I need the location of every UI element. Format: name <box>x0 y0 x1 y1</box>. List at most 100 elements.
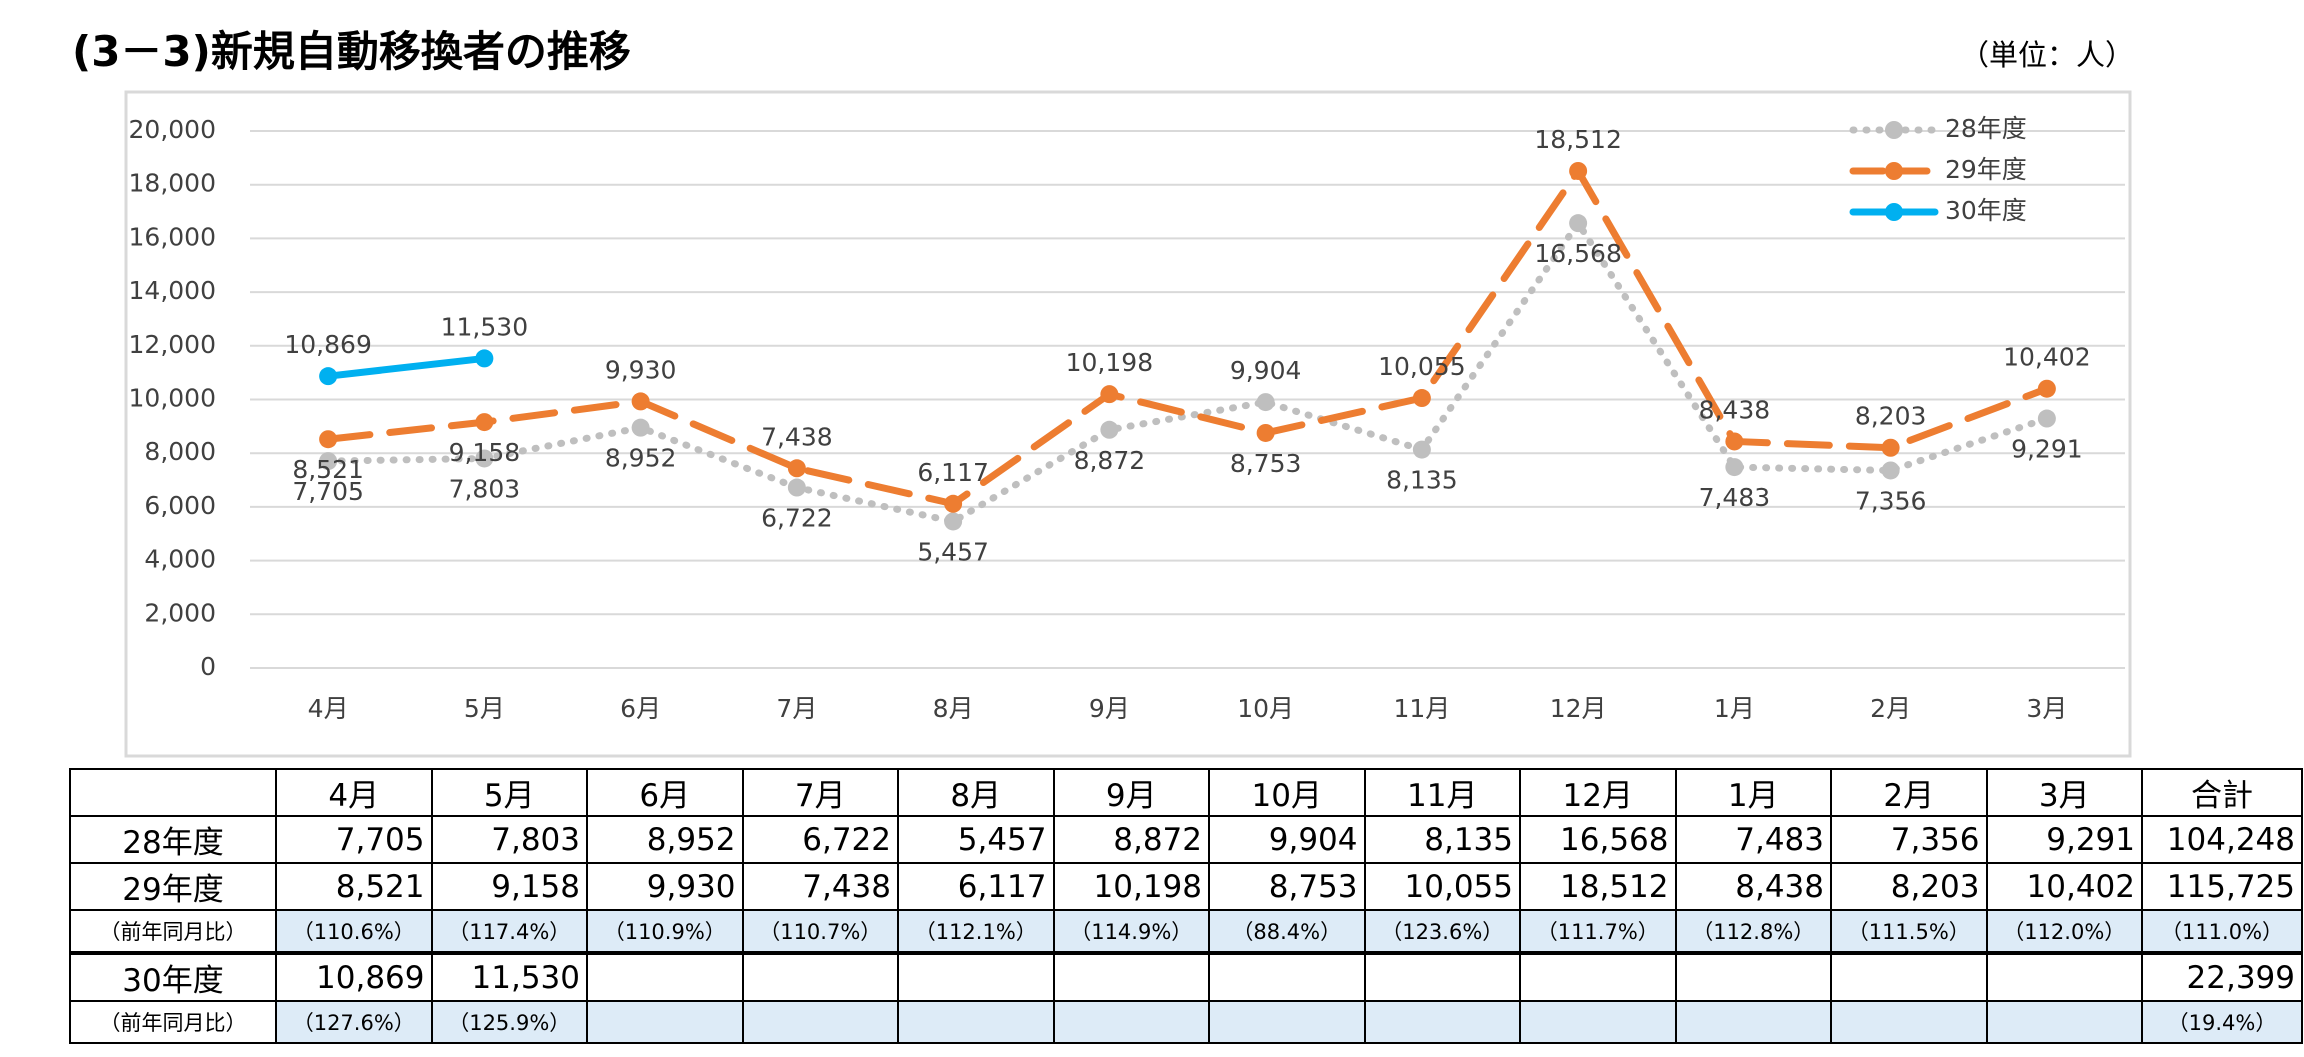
table-cell: （123.6%） <box>1363 909 1521 954</box>
row-label: （前年同月比） <box>69 1000 277 1044</box>
table-cell: （88.4%） <box>1208 909 1366 954</box>
table-cell: （112.8%） <box>1674 909 1832 954</box>
x-tick-label: 4月 <box>308 694 349 723</box>
data-label: 7,438 <box>761 422 833 451</box>
series-marker <box>1881 461 1900 480</box>
table-cell: 8,753 <box>1208 862 1366 911</box>
table-cell: 10,869 <box>275 951 433 1002</box>
y-tick-label: 2,000 <box>144 598 216 627</box>
x-tick-label: 10月 <box>1237 694 1294 723</box>
data-label: 8,521 <box>292 455 364 484</box>
table-cell: （114.9%） <box>1052 909 1210 954</box>
x-tick-label: 9月 <box>1089 694 1130 723</box>
data-label: 10,198 <box>1066 348 1153 377</box>
data-label: 8,872 <box>1074 446 1146 475</box>
table-row: 30年度 10,869 11,530 22,399 <box>69 951 2303 1002</box>
y-tick-label: 14,000 <box>129 276 216 305</box>
table-cell: 16,568 <box>1519 815 1677 864</box>
series-marker <box>475 413 494 432</box>
table-cell: 6,722 <box>741 815 899 864</box>
series-marker <box>1256 423 1275 442</box>
table-cell <box>1519 951 1677 1002</box>
series-marker <box>1725 458 1744 477</box>
table-cell: 7,438 <box>741 862 899 911</box>
table-cell: 8,521 <box>275 862 433 911</box>
table-row: （前年同月比） （110.6%） （117.4%） （110.9%） （110.7%）（… <box>69 909 2303 954</box>
table-cell: 8,438 <box>1674 862 1832 911</box>
series-marker <box>319 452 338 471</box>
table-cell: （111.0%） <box>2141 909 2303 954</box>
table-cell <box>1208 1000 1366 1044</box>
y-tick-label: 18,000 <box>129 169 216 198</box>
x-tick-label: 8月 <box>933 694 974 723</box>
table-cell <box>1674 951 1832 1002</box>
data-label: 8,753 <box>1230 449 1302 478</box>
table-row: 29年度 8,521 9,158 9,930 7,438 6,117 10,198 8,753… <box>69 862 2303 911</box>
x-tick-label: 2月 <box>1870 694 1911 723</box>
series-marker <box>1725 432 1744 451</box>
data-label: 7,356 <box>1855 486 1927 515</box>
y-tick-label: 16,000 <box>129 222 216 251</box>
series-line <box>324 219 2051 525</box>
data-label: 8,135 <box>1386 466 1458 495</box>
table-corner <box>69 768 277 817</box>
series-marker <box>1412 389 1431 408</box>
y-tick-label: 6,000 <box>144 491 216 520</box>
data-label: 16,568 <box>1534 239 1621 268</box>
table-cell: 9,291 <box>1985 815 2143 864</box>
table-cell <box>1830 1000 1988 1044</box>
table-cell <box>897 1000 1055 1044</box>
x-tick-label: 12月 <box>1550 694 1607 723</box>
y-tick-label: 0 <box>200 652 216 681</box>
table-row: 28年度 7,705 7,803 8,952 6,722 5,457 8,872 9,904 8… <box>69 815 2303 864</box>
x-tick-label: 6月 <box>620 694 661 723</box>
series-line <box>324 167 2051 508</box>
table-cell <box>1985 1000 2143 1044</box>
series-marker <box>319 430 338 449</box>
data-label: 6,117 <box>917 458 989 487</box>
series-marker <box>631 418 650 437</box>
table-cell: 115,725 <box>2141 862 2303 911</box>
legend-label: 28年度 <box>1945 114 2027 143</box>
data-label: 8,203 <box>1855 402 1927 431</box>
legend-marker <box>1885 162 1903 180</box>
table-cell: 9,158 <box>430 862 588 911</box>
table-cell <box>586 1000 744 1044</box>
table-cell: 8,135 <box>1363 815 1521 864</box>
data-label: 8,438 <box>1699 395 1771 424</box>
table-cell <box>897 951 1055 1002</box>
table-cell: （112.1%） <box>897 909 1055 954</box>
row-label: 30年度 <box>69 951 277 1002</box>
table-cell: 6,117 <box>897 862 1055 911</box>
data-label: 9,291 <box>2011 435 2083 464</box>
table-cell <box>741 1000 899 1044</box>
table-cell <box>1363 1000 1521 1044</box>
data-label: 10,869 <box>284 330 371 359</box>
table-cell <box>1830 951 1988 1002</box>
table-cell <box>741 951 899 1002</box>
data-label: 9,904 <box>1230 356 1302 385</box>
series-marker <box>2037 409 2056 428</box>
chart: 0 2,000 4,000 6,000 8,000 10,000 12,000 14,000 1… <box>124 90 2132 758</box>
table-cell: 7,356 <box>1830 815 1988 864</box>
series-marker <box>787 478 806 497</box>
legend-marker <box>1885 203 1903 221</box>
unit-label: （単位：人） <box>1960 38 2135 72</box>
data-label: 7,705 <box>292 477 364 506</box>
table-header-cell: 9月 <box>1052 768 1210 817</box>
table-cell <box>1052 1000 1210 1044</box>
table-cell: （111.7%） <box>1519 909 1677 954</box>
table-header-cell: 2月 <box>1830 768 1988 817</box>
y-tick-label: 20,000 <box>129 115 216 144</box>
table-cell: 9,930 <box>586 862 744 911</box>
table-header-cell: 3月 <box>1985 768 2143 817</box>
table-row: （前年同月比） （127.6%） （125.9%） （19.4%） <box>69 1000 2303 1044</box>
data-label: 9,158 <box>449 438 521 467</box>
table-cell: 5,457 <box>897 815 1055 864</box>
table-cell: 18,512 <box>1519 862 1677 911</box>
table-cell: 8,952 <box>586 815 744 864</box>
table-cell <box>1674 1000 1832 1044</box>
table-cell: 8,872 <box>1052 815 1210 864</box>
series-marker <box>319 367 338 386</box>
y-tick-label: 4,000 <box>144 545 216 574</box>
